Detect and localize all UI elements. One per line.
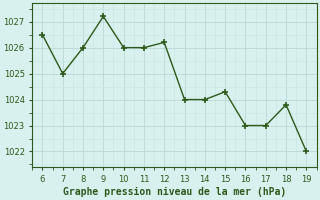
X-axis label: Graphe pression niveau de la mer (hPa): Graphe pression niveau de la mer (hPa): [63, 186, 286, 197]
